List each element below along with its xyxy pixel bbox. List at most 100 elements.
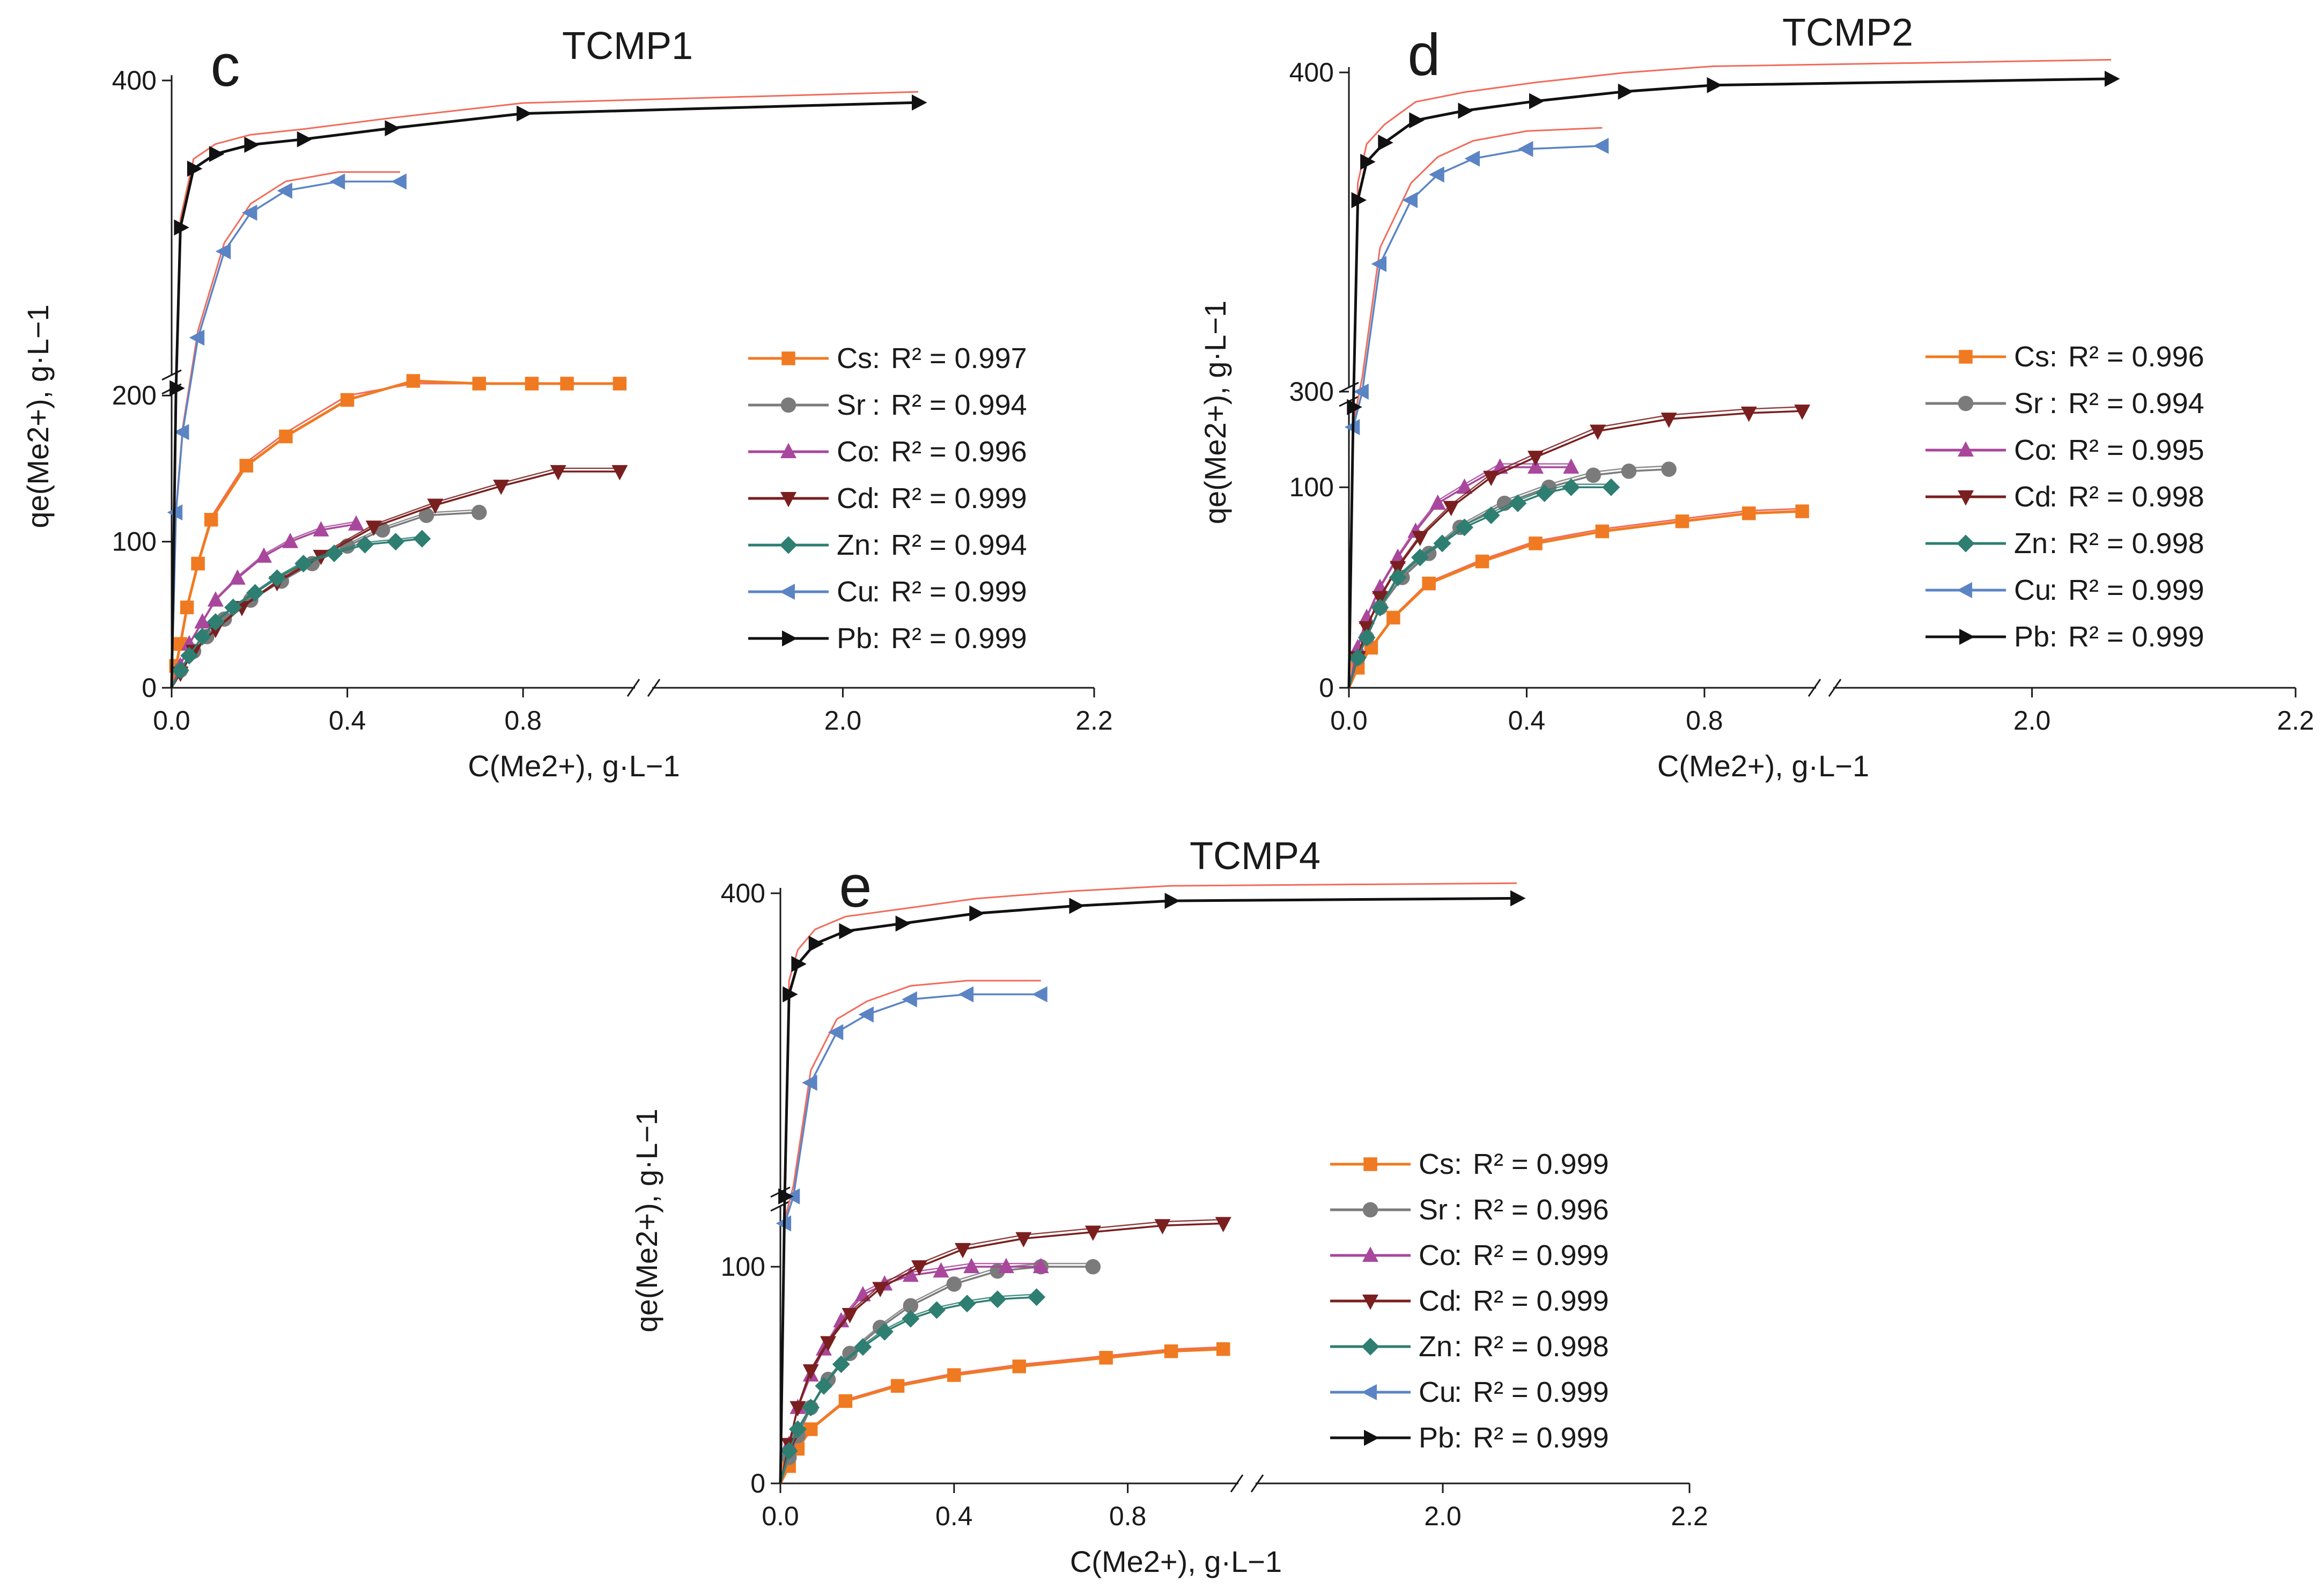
legend-colon: : <box>2049 527 2057 560</box>
panel-letter: d <box>1407 22 1440 88</box>
point-sr <box>1661 461 1677 477</box>
fit-line-zn <box>1348 483 1611 688</box>
legend-r2: R² = 0.995 <box>2068 434 2204 466</box>
point-pb <box>1069 898 1084 914</box>
legend-item-co: Co: R² = 0.995 <box>1925 434 2204 466</box>
legend-r2: R² = 0.997 <box>891 342 1027 374</box>
legend-colon: : <box>872 436 880 468</box>
point-cs <box>1475 554 1489 569</box>
point-sr <box>946 1276 962 1292</box>
point-zn <box>1411 548 1429 567</box>
y-tick-label: 400 <box>112 65 157 95</box>
point-pb <box>209 145 225 162</box>
legend-name: Cs <box>837 342 872 374</box>
point-cd <box>955 1243 971 1259</box>
legend-item-pb: Pb: R² = 0.999 <box>1330 1422 1609 1454</box>
x-axis-label: C(Me2+), g·L−1 <box>1070 1545 1282 1578</box>
legend-name: Pb <box>2014 621 2049 653</box>
legend-item-co: Co: R² = 0.999 <box>1330 1239 1609 1271</box>
point-co <box>1492 458 1508 474</box>
point-zn <box>988 1290 1007 1309</box>
point-cs <box>406 374 420 388</box>
point-cs <box>340 393 355 407</box>
point-cd <box>1215 1217 1231 1232</box>
point-co <box>902 1266 919 1282</box>
point-zn <box>1602 478 1620 496</box>
point-cu <box>391 173 407 190</box>
point-zn <box>832 1355 850 1373</box>
point-cs <box>239 459 253 473</box>
point-cd <box>427 498 444 514</box>
x-tick-label: 2.0 <box>1424 1501 1462 1531</box>
chart-panel-d: 0.0 0.4 0.8 2.0 2.2 0 100 300 400 C(Me2+), g·L−1 q… <box>1198 11 2314 783</box>
chart-title: TCMP2 <box>1782 11 1913 54</box>
point-pb <box>187 160 203 177</box>
fit-line-cu <box>1348 127 1603 688</box>
point-cd <box>493 480 510 495</box>
legend-name: Sr <box>1419 1194 1448 1226</box>
point-cs <box>1675 514 1689 528</box>
point-cd <box>550 465 566 481</box>
point-zn <box>1536 484 1554 502</box>
point-cd <box>1015 1232 1032 1248</box>
legend-name: Pb <box>837 622 872 655</box>
point-cs <box>191 556 205 571</box>
x-tick-label: 0.4 <box>329 705 366 736</box>
y-tick-label: 100 <box>112 527 157 557</box>
x-tick-label: 0.8 <box>504 705 542 736</box>
point-pb <box>895 915 911 932</box>
legend-r2: R² = 0.994 <box>891 529 1027 561</box>
point-zn <box>802 1399 820 1417</box>
legend-name: Cd <box>837 482 874 514</box>
legend-marker-cs <box>781 351 795 365</box>
point-cd <box>1590 424 1606 440</box>
legend-colon: : <box>1454 1239 1462 1271</box>
legend-r2: R² = 0.996 <box>1473 1194 1609 1226</box>
legend-marker-cd <box>1362 1295 1378 1310</box>
x-tick-label: 2.2 <box>1075 705 1113 736</box>
legend-name: Sr <box>837 389 866 421</box>
x-tick-label: 0.0 <box>762 1501 799 1531</box>
x-axis-break <box>626 679 661 697</box>
point-cu <box>1402 192 1418 208</box>
point-cs <box>1012 1359 1026 1373</box>
point-cu <box>858 1006 874 1023</box>
point-zn <box>1509 494 1527 512</box>
y-tick-label: 100 <box>1289 472 1334 502</box>
legend-marker-zn <box>1957 534 1975 553</box>
legend-marker-co <box>1362 1246 1378 1262</box>
point-co <box>1456 478 1473 494</box>
fit-line-cd <box>1348 406 1803 688</box>
point-pb <box>1618 83 1634 100</box>
series-cd <box>1348 405 1811 688</box>
point-sr <box>471 504 487 520</box>
point-zn <box>171 661 189 679</box>
point-zn <box>854 1338 872 1356</box>
point-pb <box>174 219 189 236</box>
point-cd <box>365 520 382 536</box>
series-pb <box>1347 58 2120 688</box>
legend-marker-zn <box>779 536 798 554</box>
point-sr <box>418 508 434 523</box>
point-cu <box>241 204 257 221</box>
legend-r2: R² = 0.999 <box>1473 1422 1609 1454</box>
legend-colon: : <box>1454 1376 1462 1408</box>
point-co <box>313 521 329 536</box>
legend-marker-co <box>780 443 796 458</box>
legend-r2: R² = 0.999 <box>2068 574 2204 606</box>
legend-marker-cs <box>1959 350 1973 364</box>
series-co <box>779 1258 1049 1484</box>
legend-item-pb: Pb: R² = 0.999 <box>748 622 1027 655</box>
point-cs <box>1529 536 1543 550</box>
legend-r2: R² = 0.999 <box>891 622 1027 655</box>
point-cu <box>1517 141 1533 157</box>
point-pb <box>808 936 824 952</box>
point-sr <box>903 1298 919 1314</box>
x-axis-break <box>1807 679 1842 697</box>
point-co <box>207 591 224 607</box>
point-sr <box>1085 1259 1101 1275</box>
legend-item-cu: Cu: R² = 0.999 <box>1925 574 2204 606</box>
legend-r2: R² = 0.998 <box>2068 527 2204 560</box>
legend-name: Cd <box>2014 481 2051 513</box>
point-co <box>256 547 272 563</box>
